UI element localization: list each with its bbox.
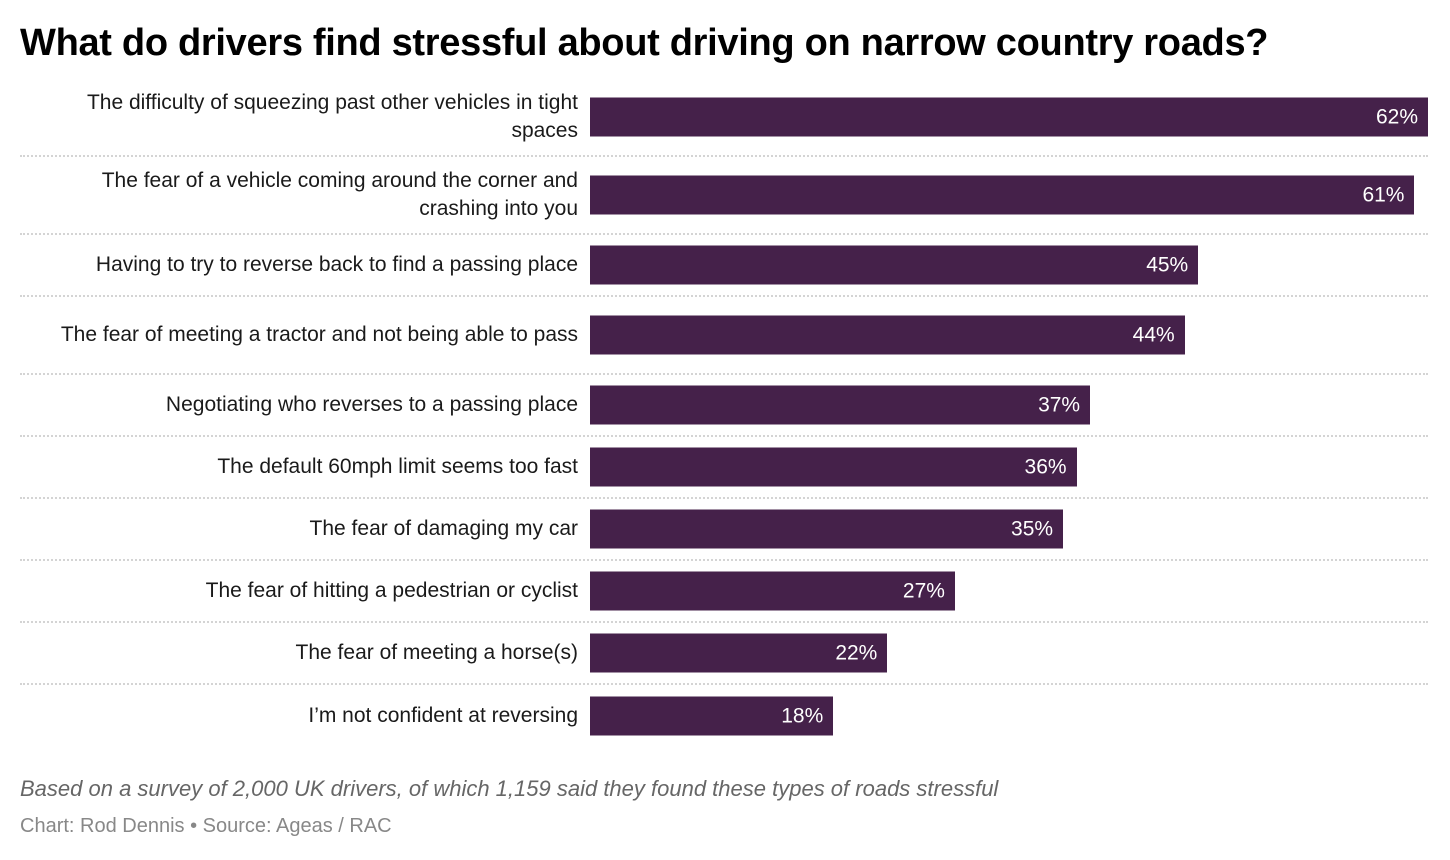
bar: 37% xyxy=(590,385,1091,425)
bar-row: The fear of meeting a tractor and not be… xyxy=(20,297,1428,375)
bar-chart: The difficulty of squeezing past other v… xyxy=(0,79,1450,747)
bar-row: The fear of damaging my car 35% xyxy=(20,499,1428,561)
value-label: 35% xyxy=(1011,517,1054,541)
bar-row: The default 60mph limit seems too fast 36… xyxy=(20,437,1428,499)
value-label: 22% xyxy=(835,641,878,665)
bar-row: I’m not confident at reversing 18% xyxy=(20,685,1428,747)
bar-row: The fear of a vehicle coming around the … xyxy=(20,157,1428,235)
bar-row: Negotiating who reverses to a passing pl… xyxy=(20,375,1428,437)
value-label: 18% xyxy=(781,704,824,728)
value-label: 27% xyxy=(902,579,945,603)
category-label: I’m not confident at reversing xyxy=(308,704,578,727)
category-label: The fear of hitting a pedestrian or cycl… xyxy=(205,579,578,602)
chart-note: Based on a survey of 2,000 UK drivers, o… xyxy=(20,776,999,801)
value-label: 44% xyxy=(1132,323,1175,347)
value-label: 37% xyxy=(1038,393,1081,417)
bar-row: The difficulty of squeezing past other v… xyxy=(20,79,1428,157)
bar: 36% xyxy=(590,447,1077,487)
category-label: The difficulty of squeezing past other v… xyxy=(86,91,578,142)
chart-title: What do drivers find stressful about dri… xyxy=(20,22,1269,64)
bar-row: The fear of hitting a pedestrian or cycl… xyxy=(20,561,1428,623)
chart-source: Chart: Rod Dennis • Source: Ageas / RAC xyxy=(20,815,392,837)
value-label: 62% xyxy=(1375,105,1418,129)
category-label: The fear of a vehicle coming around the … xyxy=(101,169,578,220)
value-label: 36% xyxy=(1024,455,1067,479)
bar: 22% xyxy=(590,633,888,673)
category-label: The fear of damaging my car xyxy=(309,517,578,540)
value-label: 45% xyxy=(1146,253,1189,277)
bar: 62% xyxy=(590,97,1428,137)
bar: 44% xyxy=(590,315,1185,355)
category-label: Negotiating who reverses to a passing pl… xyxy=(165,393,578,416)
category-label: The fear of meeting a horse(s) xyxy=(295,641,578,664)
bar-row: The fear of meeting a horse(s) 22% xyxy=(20,623,1428,685)
category-label: Having to try to reverse back to find a … xyxy=(95,253,578,276)
category-label: The fear of meeting a tractor and not be… xyxy=(60,323,578,346)
category-label: The default 60mph limit seems too fast xyxy=(217,455,578,478)
bar: 27% xyxy=(590,571,955,611)
bar: 45% xyxy=(590,245,1199,285)
bar: 61% xyxy=(590,175,1415,215)
value-label: 61% xyxy=(1362,183,1405,207)
bar: 18% xyxy=(590,696,834,736)
bar-row: Having to try to reverse back to find a … xyxy=(20,235,1428,297)
bar: 35% xyxy=(590,509,1064,549)
